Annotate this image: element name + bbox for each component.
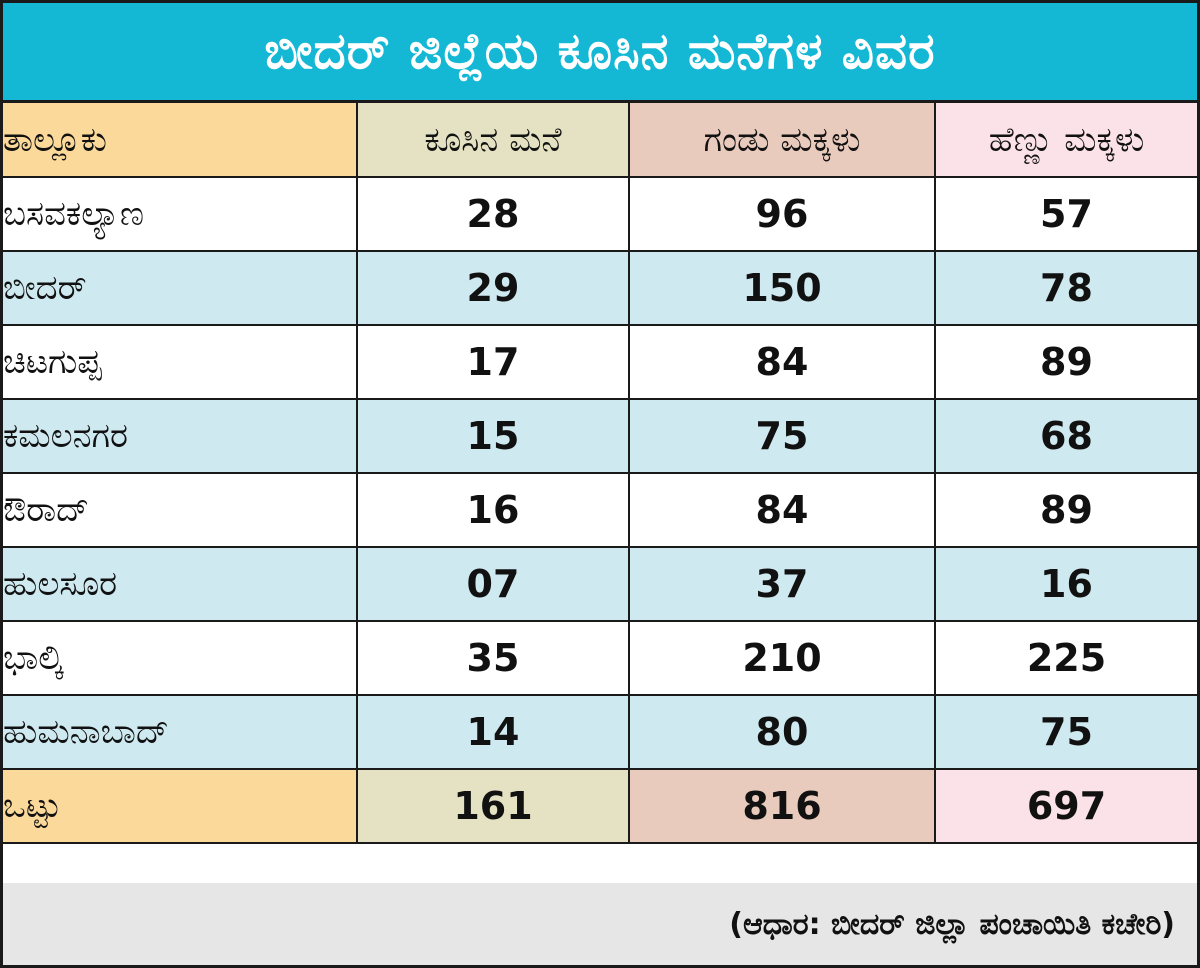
girls-cell: 225 bbox=[934, 620, 1197, 696]
table-row: ಚಿಟಗುಪ್ಪ 17 84 89 bbox=[3, 324, 1197, 400]
page-title: ಬೀದರ್ ಜಿಲ್ಲೆಯ ಕೂಸಿನ ಮನೆಗಳ ವಿವರ bbox=[264, 22, 936, 80]
taluk-cell: ಔರಾದ್ bbox=[3, 472, 358, 548]
girls-cell: 68 bbox=[934, 398, 1197, 474]
table-row: ಔರಾದ್ 16 84 89 bbox=[3, 472, 1197, 548]
boys-cell: 96 bbox=[628, 176, 936, 252]
table-row: ಬೀದರ್ 29 150 78 bbox=[3, 250, 1197, 326]
table-row: ಹುಮನಾಬಾದ್ 14 80 75 bbox=[3, 694, 1197, 770]
table-row: ಹುಲಸೂರ 07 37 16 bbox=[3, 546, 1197, 622]
header-row: ತಾಲ್ಲೂಕು ಕೂಸಿನ ಮನೆ ಗಂಡು ಮಕ್ಕಳು ಹೆಣ್ಣು ಮಕ… bbox=[3, 103, 1197, 178]
homes-cell: 07 bbox=[356, 546, 630, 622]
girls-cell: 75 bbox=[934, 694, 1197, 770]
homes-cell: 29 bbox=[356, 250, 630, 326]
boys-cell: 84 bbox=[628, 324, 936, 400]
total-homes: 161 bbox=[356, 768, 630, 844]
homes-cell: 15 bbox=[356, 398, 630, 474]
header-homes: ಕೂಸಿನ ಮನೆ bbox=[356, 103, 630, 178]
header-boys: ಗಂಡು ಮಕ್ಕಳು bbox=[628, 103, 936, 178]
table-row: ಬಸವಕಲ್ಯಾಣ 28 96 57 bbox=[3, 176, 1197, 252]
boys-cell: 80 bbox=[628, 694, 936, 770]
girls-cell: 89 bbox=[934, 324, 1197, 400]
total-row: ಒಟ್ಟು 161 816 697 bbox=[3, 768, 1197, 844]
homes-cell: 17 bbox=[356, 324, 630, 400]
homes-cell: 14 bbox=[356, 694, 630, 770]
taluk-cell: ಚಿಟಗುಪ್ಪ bbox=[3, 324, 358, 400]
data-table: ತಾಲ್ಲೂಕು ಕೂಸಿನ ಮನೆ ಗಂಡು ಮಕ್ಕಳು ಹೆಣ್ಣು ಮಕ… bbox=[3, 103, 1197, 844]
boys-cell: 75 bbox=[628, 398, 936, 474]
boys-cell: 210 bbox=[628, 620, 936, 696]
girls-cell: 57 bbox=[934, 176, 1197, 252]
girls-cell: 89 bbox=[934, 472, 1197, 548]
taluk-cell: ಕಮಲನಗರ bbox=[3, 398, 358, 474]
table-row: ಕಮಲನಗರ 15 75 68 bbox=[3, 398, 1197, 474]
taluk-cell: ಹುಮನಾಬಾದ್ bbox=[3, 694, 358, 770]
header-taluk: ತಾಲ್ಲೂಕು bbox=[3, 103, 358, 178]
homes-cell: 16 bbox=[356, 472, 630, 548]
source-footer: (ಆಧಾರ: ಬೀದರ್ ಜಿಲ್ಲಾ ಪಂಚಾಯಿತಿ ಕಚೇರಿ) bbox=[3, 883, 1197, 965]
homes-cell: 28 bbox=[356, 176, 630, 252]
total-label: ಒಟ್ಟು bbox=[3, 768, 358, 844]
boys-cell: 150 bbox=[628, 250, 936, 326]
total-girls: 697 bbox=[934, 768, 1197, 844]
taluk-cell: ಭಾಲ್ಕಿ bbox=[3, 620, 358, 696]
taluk-cell: ಬೀದರ್ bbox=[3, 250, 358, 326]
total-boys: 816 bbox=[628, 768, 936, 844]
title-bar: ಬೀದರ್ ಜಿಲ್ಲೆಯ ಕೂಸಿನ ಮನೆಗಳ ವಿವರ bbox=[3, 3, 1197, 103]
girls-cell: 16 bbox=[934, 546, 1197, 622]
taluk-cell: ಬಸವಕಲ್ಯಾಣ bbox=[3, 176, 358, 252]
header-girls: ಹೆಣ್ಣು ಮಕ್ಕಳು bbox=[934, 103, 1197, 178]
taluk-cell: ಹುಲಸೂರ bbox=[3, 546, 358, 622]
boys-cell: 84 bbox=[628, 472, 936, 548]
girls-cell: 78 bbox=[934, 250, 1197, 326]
source-note: (ಆಧಾರ: ಬೀದರ್ ಜಿಲ್ಲಾ ಪಂಚಾಯಿತಿ ಕಚೇರಿ) bbox=[729, 906, 1175, 942]
homes-cell: 35 bbox=[356, 620, 630, 696]
table-row: ಭಾಲ್ಕಿ 35 210 225 bbox=[3, 620, 1197, 696]
boys-cell: 37 bbox=[628, 546, 936, 622]
